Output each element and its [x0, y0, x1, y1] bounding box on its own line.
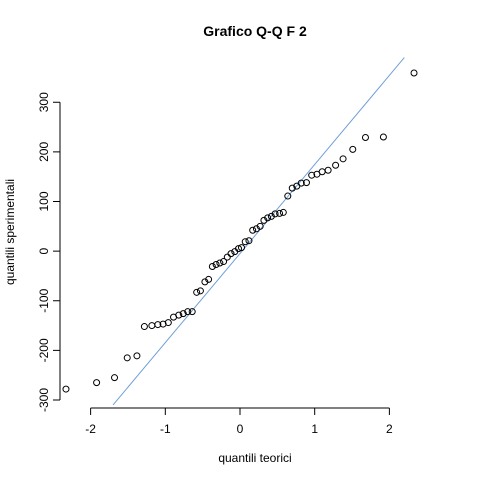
data-point	[276, 209, 284, 217]
chart-title: Grafico Q-Q F 2	[203, 23, 307, 39]
x-tick-label: 0	[237, 422, 244, 436]
x-tick-label: -2	[85, 422, 96, 436]
data-point	[220, 258, 228, 266]
data-point	[297, 179, 305, 187]
y-tick-label: -300	[37, 388, 51, 412]
data-point	[212, 261, 220, 269]
data-point	[249, 226, 257, 234]
data-point	[339, 155, 347, 163]
data-point	[264, 214, 272, 222]
data-point	[349, 145, 357, 153]
data-point	[308, 171, 316, 179]
data-point	[205, 275, 213, 283]
data-point	[227, 250, 235, 258]
data-point	[193, 288, 201, 296]
y-tick-label: -200	[37, 338, 51, 362]
data-point	[245, 237, 253, 245]
x-axis-label: quantili teorici	[218, 451, 291, 465]
data-point	[216, 259, 224, 267]
x-tick-label: 1	[311, 422, 318, 436]
data-point	[123, 354, 131, 362]
data-point	[235, 245, 243, 253]
data-point	[332, 161, 340, 169]
data-point	[188, 308, 196, 316]
data-point	[164, 319, 172, 327]
data-point	[241, 238, 249, 246]
data-point	[154, 321, 162, 329]
data-point	[140, 323, 148, 331]
data-point	[318, 168, 326, 176]
data-point	[196, 287, 204, 295]
data-point	[324, 166, 332, 174]
data-point	[271, 210, 279, 218]
y-tick-label: 100	[37, 191, 51, 211]
data-point	[175, 311, 183, 319]
data-point	[237, 244, 245, 252]
data-point	[379, 133, 387, 141]
data-point	[256, 222, 264, 230]
data-point	[62, 385, 70, 393]
y-axis-label: quantili sperimentali	[3, 179, 17, 285]
data-point	[223, 253, 231, 261]
data-point	[111, 374, 119, 382]
y-tick-label: -100	[37, 288, 51, 312]
axes: -2 -1 0 1 2 -300 -200 -100 0 100 200 300	[37, 92, 393, 436]
data-point	[279, 208, 287, 216]
data-point	[93, 379, 101, 387]
y-tick-label: 200	[37, 142, 51, 162]
data-point	[284, 192, 292, 200]
x-tick-label: -1	[160, 422, 171, 436]
data-point	[148, 322, 156, 330]
data-points	[62, 69, 418, 393]
x-tick-label: 2	[386, 422, 393, 436]
y-tick-label: 0	[37, 247, 51, 254]
data-point	[288, 184, 296, 192]
data-point	[184, 308, 192, 316]
data-point	[179, 310, 187, 318]
data-point	[361, 133, 369, 141]
y-tick-label: 300	[37, 92, 51, 112]
data-point	[133, 352, 141, 360]
data-point	[208, 263, 216, 271]
data-point	[302, 179, 310, 187]
data-point	[410, 69, 418, 77]
